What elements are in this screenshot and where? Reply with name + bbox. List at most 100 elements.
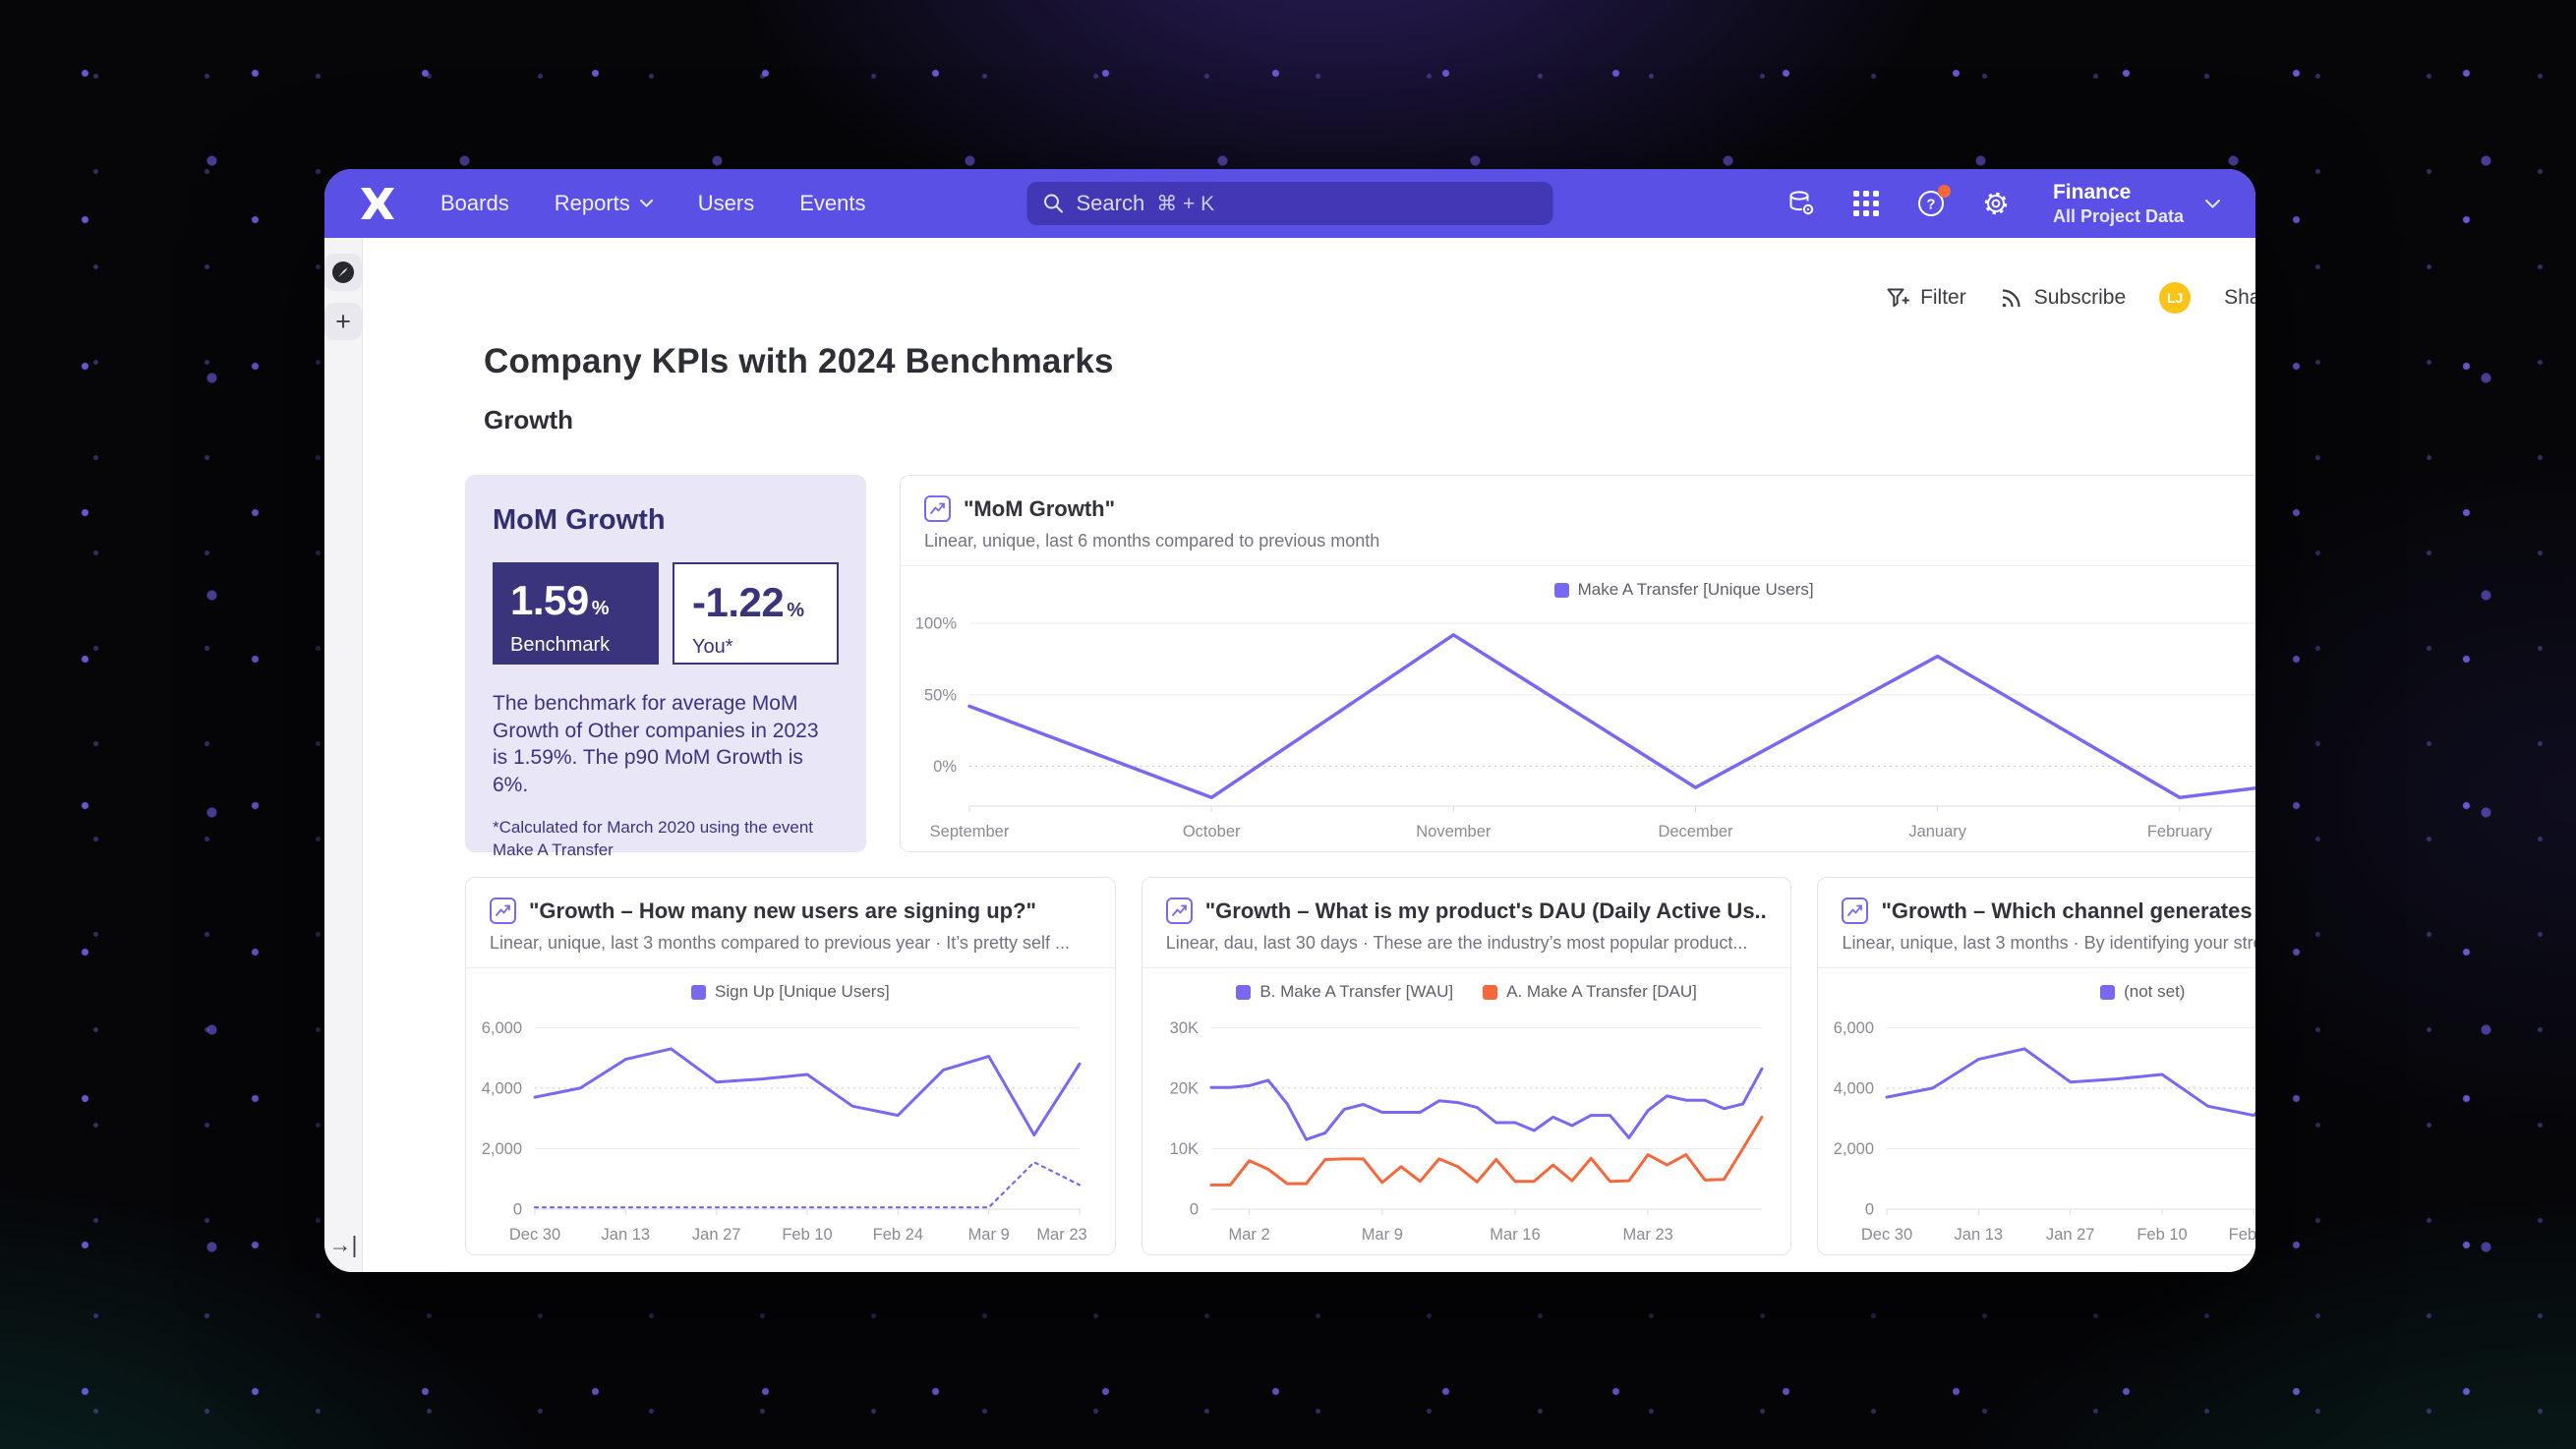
- plus-icon: +: [335, 306, 351, 336]
- nav-item-reports[interactable]: Reports: [555, 191, 653, 216]
- svg-text:6,000: 6,000: [482, 1019, 522, 1037]
- apps-grid-icon[interactable]: [1850, 188, 1882, 219]
- chart-subtitle: Linear, unique, last 6 months compared t…: [924, 531, 1380, 551]
- user-avatar[interactable]: LJ: [2159, 282, 2192, 314]
- cards-row-1: MoM Growth 1.59 % Benchmark -1.22: [465, 475, 2255, 859]
- svg-text:Mar 16: Mar 16: [1490, 1226, 1540, 1244]
- legend-label: Make A Transfer [Unique Users]: [1577, 580, 1814, 599]
- window-body: + →| Filter: [324, 238, 2255, 1272]
- share-label: Share: [2224, 286, 2255, 309]
- chart-plot-area[interactable]: 30K 20K 10K 0 Mar 2 Mar 9 Mar 16 Mar 23: [1142, 1004, 1791, 1254]
- mom-growth-summary-card[interactable]: MoM Growth 1.59 % Benchmark -1.22: [465, 475, 866, 859]
- share-button[interactable]: Share: [2224, 286, 2255, 310]
- nav-item-events[interactable]: Events: [799, 191, 865, 216]
- chart-card-dau[interactable]: "Growth – What is my product's DAU (Dail…: [1141, 877, 1792, 1255]
- filter-label: Filter: [1920, 286, 1966, 309]
- discover-boards-button[interactable]: [324, 254, 362, 291]
- search-icon: [1044, 194, 1063, 213]
- mom-growth-line-chart[interactable]: 100% 50% 0% September October November Decembe…: [908, 604, 2255, 845]
- legend-item[interactable]: Make A Transfer [Unique Users]: [1553, 580, 1814, 600]
- chart-title: "Growth – How many new users are signing…: [529, 898, 1036, 923]
- compass-icon: [332, 261, 354, 283]
- svg-text:September: September: [930, 823, 1010, 840]
- nav-item-users[interactable]: Users: [698, 191, 754, 216]
- benchmark-stat: 1.59 % Benchmark: [493, 562, 659, 665]
- filter-icon: [1887, 288, 1910, 308]
- help-icon[interactable]: ?: [1915, 185, 1951, 219]
- left-sidebar: + →|: [324, 238, 363, 1272]
- svg-text:6,000: 6,000: [1834, 1019, 1874, 1037]
- chart-plot-area[interactable]: 6,000 4,000 2,000 0 Dec 30 Jan 13 Jan 27 Feb 10…: [466, 1004, 1115, 1254]
- svg-text:Jan 27: Jan 27: [2046, 1226, 2095, 1244]
- chart-title: "Growth – Which channel generates the mo…: [1881, 898, 2255, 923]
- chart-subtitle: Linear, dau, last 30 days · These are th…: [1165, 933, 1748, 953]
- svg-text:0: 0: [1190, 1201, 1199, 1219]
- svg-text:0: 0: [1865, 1201, 1874, 1219]
- svg-text:Jan 13: Jan 13: [1955, 1226, 2004, 1244]
- svg-text:0: 0: [513, 1201, 522, 1219]
- chart-header: "Growth – What is my product's DAU (Dail…: [1142, 878, 1791, 967]
- legend-item[interactable]: B. Make A Transfer [WAU]: [1236, 982, 1453, 1002]
- subscribe-button[interactable]: Subscribe: [2000, 286, 2126, 310]
- legend-item[interactable]: A. Make A Transfer [DAU]: [1483, 982, 1697, 1002]
- svg-text:10K: 10K: [1169, 1140, 1198, 1158]
- legend-swatch: [1553, 582, 1569, 598]
- svg-text:Mar 2: Mar 2: [1228, 1226, 1269, 1244]
- svg-text:October: October: [1183, 823, 1241, 840]
- svg-text:Mar 23: Mar 23: [1036, 1226, 1086, 1244]
- chart-plot-area[interactable]: 6,000 4,000 2,000 0 Dec 30 Jan 13 Jan 27 Feb 10…: [1818, 1004, 2255, 1254]
- legend-swatch: [691, 984, 707, 1000]
- nav-item-boards[interactable]: Boards: [440, 191, 509, 216]
- search-input[interactable]: Search ⌘ + K: [1026, 182, 1553, 225]
- nav-item-label: Users: [697, 191, 755, 215]
- project-name: Finance: [2052, 181, 2132, 204]
- chart-header: "Growth – How many new users are signing…: [466, 878, 1115, 967]
- legend-item[interactable]: (not set): [2100, 982, 2185, 1002]
- dau-wau-line-chart[interactable]: 30K 20K 10K 0 Mar 2 Mar 9 Mar 16 Mar 23: [1150, 1006, 1778, 1248]
- svg-text:30K: 30K: [1169, 1019, 1198, 1037]
- line-chart-icon: [1165, 898, 1193, 924]
- mixpanel-logo-icon[interactable]: [360, 187, 397, 220]
- mom-card-title: MoM Growth: [493, 504, 666, 536]
- project-scope: All Project Data: [2052, 205, 2184, 226]
- chart-legend: Make A Transfer [Unique Users]: [912, 580, 2255, 600]
- legend-swatch: [1236, 984, 1252, 1000]
- chart-header: "MoM Growth" Linear, unique, last 6 mont…: [901, 476, 2255, 565]
- data-management-icon[interactable]: [1786, 188, 1817, 219]
- section-heading: Growth: [484, 405, 573, 435]
- divider: [901, 565, 2255, 566]
- chart-card-channels[interactable]: "Growth – Which channel generates the mo…: [1817, 877, 2255, 1255]
- svg-text:2,000: 2,000: [1834, 1140, 1874, 1158]
- expand-sidebar-button[interactable]: →|: [329, 1232, 358, 1258]
- mom-card-description: The benchmark for average MoM Growth of …: [493, 692, 819, 797]
- legend-item[interactable]: Sign Up [Unique Users]: [691, 982, 890, 1002]
- benchmark-label: Benchmark: [510, 634, 611, 656]
- chart-subtitle: Linear, unique, last 3 months · By ident…: [1842, 933, 2255, 953]
- project-switcher[interactable]: Finance All Project Data: [2053, 180, 2220, 226]
- chart-card-mom-growth[interactable]: "MoM Growth" Linear, unique, last 6 mont…: [900, 475, 2255, 852]
- nav-right-cluster: ? Finance All Project Data: [1786, 180, 2220, 226]
- you-label: You*: [692, 636, 733, 658]
- svg-text:100%: 100%: [915, 615, 958, 633]
- svg-text:4,000: 4,000: [1834, 1079, 1874, 1097]
- signups-line-chart[interactable]: 6,000 4,000 2,000 0 Dec 30 Jan 13 Jan 27 Feb 10…: [474, 1006, 1101, 1248]
- filter-button[interactable]: Filter: [1886, 286, 1966, 310]
- cards-row-2: "Growth – How many new users are signing…: [465, 877, 2255, 1255]
- svg-text:Feb 24: Feb 24: [2229, 1226, 2255, 1244]
- add-board-button[interactable]: +: [324, 303, 362, 340]
- svg-text:Jan 27: Jan 27: [692, 1226, 741, 1244]
- nav-menu: Boards Reports Users Events: [440, 191, 865, 216]
- svg-text:?: ?: [1926, 197, 1935, 213]
- legend-label: Sign Up [Unique Users]: [715, 982, 890, 1001]
- mom-stats: 1.59 % Benchmark -1.22 % You*: [493, 562, 839, 665]
- channels-line-chart[interactable]: 6,000 4,000 2,000 0 Dec 30 Jan 13 Jan 27 Feb 10…: [1826, 1006, 2255, 1248]
- svg-text:November: November: [1416, 823, 1492, 840]
- nav-item-label: Events: [799, 191, 866, 215]
- divider: [1818, 967, 2255, 968]
- chart-legend: Sign Up [Unique Users]: [478, 982, 1103, 1002]
- settings-gear-icon[interactable]: [1980, 188, 2012, 219]
- chart-card-signups[interactable]: "Growth – How many new users are signing…: [465, 877, 1116, 1255]
- benchmark-value: 1.59: [510, 577, 589, 623]
- chart-header: "Growth – Which channel generates the mo…: [1818, 878, 2255, 967]
- chart-plot-area[interactable]: 100% 50% 0% September October November Decembe…: [901, 602, 2255, 851]
